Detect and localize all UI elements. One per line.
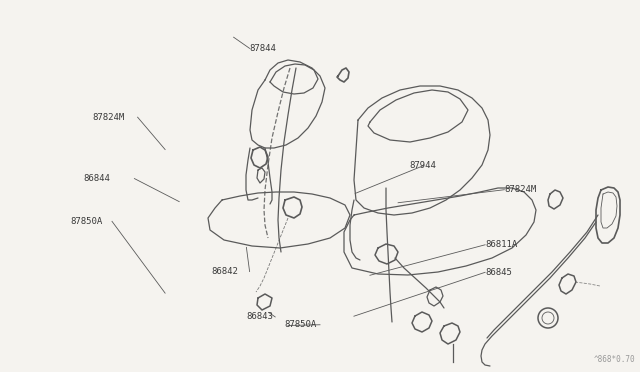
Text: 86842: 86842: [211, 267, 238, 276]
Text: 87844: 87844: [250, 44, 276, 53]
Text: 86844: 86844: [83, 174, 110, 183]
Text: 86845: 86845: [485, 268, 512, 277]
Text: 86811A: 86811A: [485, 240, 517, 249]
Text: 87824M: 87824M: [93, 113, 125, 122]
Text: 87850A: 87850A: [70, 217, 102, 226]
Text: 87850A: 87850A: [285, 320, 317, 329]
Text: 86843: 86843: [246, 312, 273, 321]
Text: 87944: 87944: [410, 161, 436, 170]
Text: 87824M: 87824M: [504, 185, 536, 194]
Text: ^868*0.70: ^868*0.70: [593, 355, 635, 364]
